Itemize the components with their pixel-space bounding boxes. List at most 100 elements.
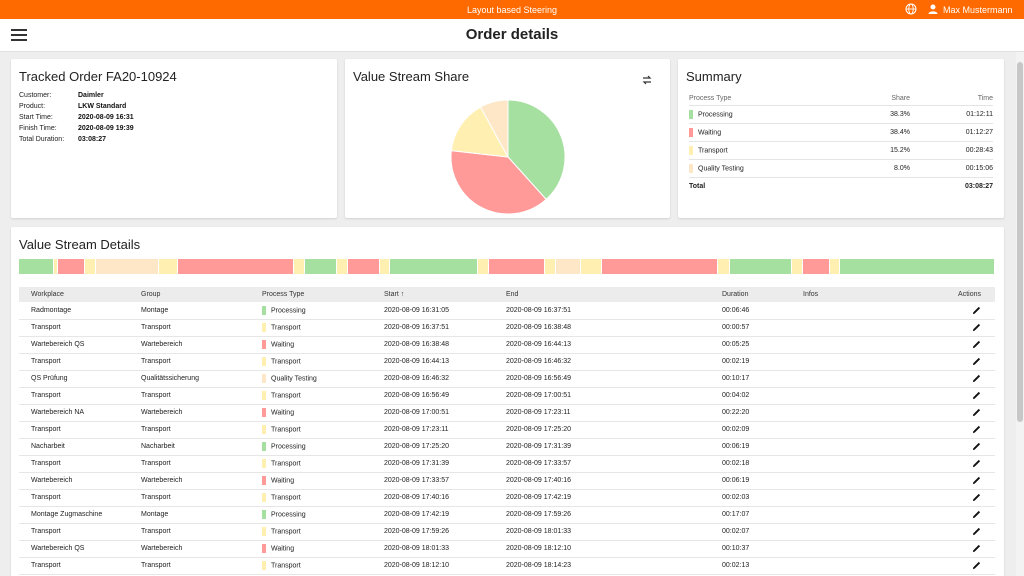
pie-slice-transport[interactable]: [450, 106, 509, 158]
summary-type-label: Waiting: [698, 128, 722, 136]
edit-icon[interactable]: [972, 493, 981, 502]
user-icon[interactable]: [927, 3, 939, 15]
timeline-segment[interactable]: [601, 259, 718, 274]
process-type-cell: Transport: [250, 319, 372, 337]
process-type-label: Processing: [271, 307, 306, 315]
order-field-label: Product:: [19, 103, 46, 110]
details-header[interactable]: Start ↑: [384, 291, 405, 298]
process-type-label: Waiting: [271, 477, 295, 485]
timeline-segment[interactable]: [380, 259, 390, 274]
infos-cell: [791, 455, 891, 473]
edit-icon[interactable]: [972, 340, 981, 349]
start-cell: 2020-08-09 17:23:11: [372, 421, 494, 439]
process-type-swatch: [262, 305, 266, 315]
summary-total-row: Total 03:08:27: [689, 176, 993, 195]
workplace-cell: Wartebereich QS: [19, 540, 129, 558]
process-type-swatch: [262, 442, 266, 451]
scrollbar-thumb[interactable]: [1017, 62, 1023, 422]
edit-icon[interactable]: [972, 357, 981, 366]
process-type-cell: Transport: [250, 489, 372, 507]
edit-icon[interactable]: [972, 391, 981, 400]
process-type-swatch: [262, 340, 266, 349]
timeline-segment[interactable]: [718, 259, 730, 274]
infos-cell: [791, 353, 891, 371]
edit-icon[interactable]: [972, 544, 981, 553]
workplace-cell: Transport: [19, 455, 129, 473]
swap-icon[interactable]: [642, 75, 652, 85]
start-cell: 2020-08-09 17:00:51: [372, 404, 494, 422]
pie-slice-waiting[interactable]: [450, 150, 547, 215]
timeline-segment[interactable]: [839, 259, 994, 274]
edit-icon[interactable]: [972, 425, 981, 434]
timeline-segment[interactable]: [830, 259, 839, 274]
edit-icon[interactable]: [972, 527, 981, 536]
edit-icon[interactable]: [972, 442, 981, 451]
timeline-segment[interactable]: [54, 259, 58, 274]
timeline-segment[interactable]: [478, 259, 489, 274]
menu-icon[interactable]: [11, 29, 27, 42]
order-field: Customer: Daimler: [19, 92, 134, 103]
process-type-label: Transport: [271, 494, 301, 502]
timeline-segment[interactable]: [730, 259, 792, 274]
globe-icon[interactable]: [905, 3, 917, 15]
timeline-segment[interactable]: [159, 259, 178, 274]
workplace-cell: Transport: [19, 421, 129, 439]
app-title: Layout based Steering: [466, 5, 558, 15]
edit-icon[interactable]: [972, 459, 981, 468]
group-cell: Wartebereich: [129, 472, 250, 490]
timeline-segment[interactable]: [293, 259, 304, 274]
table-row: Transport Transport Transport 2020-08-09 17…: [19, 421, 995, 439]
end-cell: 2020-08-09 17:42:19: [494, 489, 710, 507]
group-cell: Transport: [129, 319, 250, 337]
timeline-segment[interactable]: [336, 259, 347, 274]
edit-icon[interactable]: [972, 374, 981, 383]
timeline-segment[interactable]: [580, 259, 601, 274]
start-cell: 2020-08-09 17:59:26: [372, 523, 494, 541]
edit-icon[interactable]: [972, 306, 981, 315]
summary-row: Transport 15.2% 00:28:43: [689, 140, 993, 159]
group-cell: Transport: [129, 557, 250, 575]
duration-cell: 00:04:02: [710, 387, 791, 405]
timeline-segment[interactable]: [304, 259, 336, 274]
end-cell: 2020-08-09 18:14:23: [494, 557, 710, 575]
end-cell: 2020-08-09 17:40:16: [494, 472, 710, 490]
process-type-cell: Quality Testing: [250, 370, 372, 388]
actions-cell: [891, 353, 995, 371]
edit-icon[interactable]: [972, 408, 981, 417]
actions-cell: [891, 302, 995, 320]
value-stream-pie-chart: [450, 99, 566, 215]
timeline-segment[interactable]: [85, 259, 96, 274]
process-type-swatch: [262, 408, 266, 417]
pie-slice-processing[interactable]: [507, 99, 566, 201]
pie-slice-quality-testing[interactable]: [479, 99, 509, 158]
timeline-segment[interactable]: [555, 259, 580, 274]
timeline-segment[interactable]: [19, 259, 54, 274]
timeline-segment[interactable]: [348, 259, 380, 274]
timeline-segment[interactable]: [792, 259, 803, 274]
edit-icon[interactable]: [972, 510, 981, 519]
scrollbar[interactable]: [1016, 52, 1024, 576]
actions-cell: [891, 421, 995, 439]
workplace-cell: Wartebereich QS: [19, 336, 129, 354]
group-cell: Qualitätssicherung: [129, 370, 250, 388]
timeline-segment[interactable]: [58, 259, 85, 274]
edit-icon[interactable]: [972, 561, 981, 570]
actions-cell: [891, 438, 995, 456]
timeline-segment[interactable]: [390, 259, 478, 274]
process-type-label: Transport: [271, 358, 301, 366]
start-cell: 2020-08-09 17:31:39: [372, 455, 494, 473]
timeline-segment[interactable]: [96, 259, 159, 274]
details-header: Group: [141, 291, 161, 298]
timeline-segment[interactable]: [803, 259, 830, 274]
edit-icon[interactable]: [972, 323, 981, 332]
edit-icon[interactable]: [972, 476, 981, 485]
actions-cell: [891, 489, 995, 507]
timeline-segment[interactable]: [489, 259, 544, 274]
user-name[interactable]: Max Mustermann: [943, 5, 1013, 15]
summary-share: 38.4%: [851, 122, 910, 141]
process-type-cell: Transport: [250, 557, 372, 575]
order-field-label: Start Time:: [19, 114, 53, 121]
timeline-segment[interactable]: [544, 259, 555, 274]
timeline-segment[interactable]: [178, 259, 293, 274]
actions-cell: [891, 336, 995, 354]
